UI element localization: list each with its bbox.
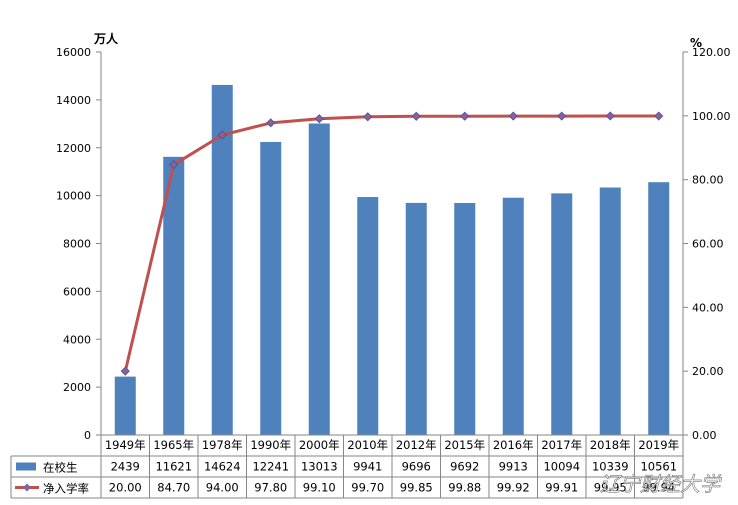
legend-key-bar <box>16 462 36 471</box>
bar <box>114 376 136 435</box>
point-marker <box>557 111 567 121</box>
right-tick-label: 0.00 <box>692 429 717 442</box>
point-marker <box>314 114 324 124</box>
left-tick-label: 2000 <box>63 381 91 394</box>
table-value: 99.70 <box>351 481 384 495</box>
point-marker <box>508 111 518 121</box>
table-value: 94.00 <box>206 481 239 495</box>
table-value: 99.94 <box>642 481 675 495</box>
point-marker <box>605 111 615 121</box>
category-label: 2019年 <box>638 438 679 452</box>
category-label: 1990年 <box>250 438 291 452</box>
table-value: 99.10 <box>303 481 336 495</box>
right-tick-label: 40.00 <box>692 301 724 314</box>
right-tick-label: 80.00 <box>692 174 724 187</box>
table-value: 9941 <box>353 460 382 474</box>
watermark: 辽宁财经大学 <box>600 472 722 496</box>
bar <box>454 202 476 435</box>
line-series <box>120 111 664 376</box>
right-tick-label: 60.00 <box>692 238 724 251</box>
category-label: 2016年 <box>493 438 534 452</box>
table-value: 10094 <box>543 460 580 474</box>
bar <box>648 182 670 435</box>
table-value: 99.88 <box>448 481 481 495</box>
table-value: 99.85 <box>400 481 433 495</box>
category-label: 2017年 <box>541 438 582 452</box>
table-value: 11621 <box>155 460 192 474</box>
bar <box>551 193 573 435</box>
legend-key-marker <box>23 483 31 492</box>
category-label: 2015年 <box>444 438 485 452</box>
left-tick-label: 10000 <box>56 190 91 203</box>
point-marker <box>120 366 130 376</box>
table-value: 9913 <box>499 460 528 474</box>
point-marker <box>654 111 664 121</box>
axes: 0 2000 4000 6000 8000 10000 12000 14000 16000 0.0… <box>56 31 731 442</box>
left-tick-label: 8000 <box>63 238 91 251</box>
bar <box>357 197 379 435</box>
bar-series <box>114 84 670 436</box>
category-label: 1949年 <box>105 438 146 452</box>
point-marker <box>169 160 179 170</box>
table-value: 10561 <box>640 460 677 474</box>
table-value: 12241 <box>252 460 289 474</box>
bar <box>308 123 330 435</box>
point-marker <box>411 111 421 121</box>
table-value: 99.95 <box>594 481 627 495</box>
table-value: 13013 <box>301 460 338 474</box>
category-label: 1965年 <box>153 438 194 452</box>
left-axis-unit: 万人 <box>93 31 119 46</box>
point-marker <box>217 130 227 140</box>
table-value: 2439 <box>111 460 140 474</box>
table-value: 9692 <box>450 460 479 474</box>
bar <box>260 141 282 435</box>
left-tick-label: 4000 <box>63 333 91 346</box>
category-label: 2010年 <box>347 438 388 452</box>
table-value: 14624 <box>204 460 241 474</box>
left-tick-label: 0 <box>84 429 91 442</box>
table-value: 84.70 <box>157 481 190 495</box>
bar <box>211 84 233 436</box>
right-axis-unit: % <box>690 36 702 50</box>
table-value: 97.80 <box>254 481 287 495</box>
right-tick-label: 100.00 <box>692 110 731 123</box>
left-tick-label: 16000 <box>56 46 91 59</box>
left-tick-label: 6000 <box>63 285 91 298</box>
table-value: 99.92 <box>497 481 530 495</box>
series-name: 在校生 <box>43 461 78 475</box>
table-value: 10339 <box>592 460 629 474</box>
table-value: 99.91 <box>545 481 578 495</box>
left-tick-label: 14000 <box>56 94 91 107</box>
bar <box>405 202 427 435</box>
right-tick-label: 120.00 <box>692 46 731 59</box>
category-label: 2000年 <box>299 438 340 452</box>
category-label: 2018年 <box>590 438 631 452</box>
right-tick-label: 20.00 <box>692 365 724 378</box>
left-tick-label: 12000 <box>56 142 91 155</box>
point-marker <box>363 112 373 122</box>
category-label: 1978年 <box>202 438 243 452</box>
table-value: 20.00 <box>109 481 142 495</box>
point-marker <box>460 111 470 121</box>
data-table: 1949年 1965年 1978年 1990年 2000年 2010年 2012年 2015年… <box>10 434 684 499</box>
rate-line <box>123 114 659 372</box>
bar <box>163 156 185 435</box>
series-name: 净入学率 <box>43 482 89 496</box>
bar <box>502 197 524 435</box>
category-label: 2012年 <box>396 438 437 452</box>
point-marker <box>266 118 276 128</box>
table-value: 9696 <box>402 460 431 474</box>
bar <box>599 187 621 435</box>
